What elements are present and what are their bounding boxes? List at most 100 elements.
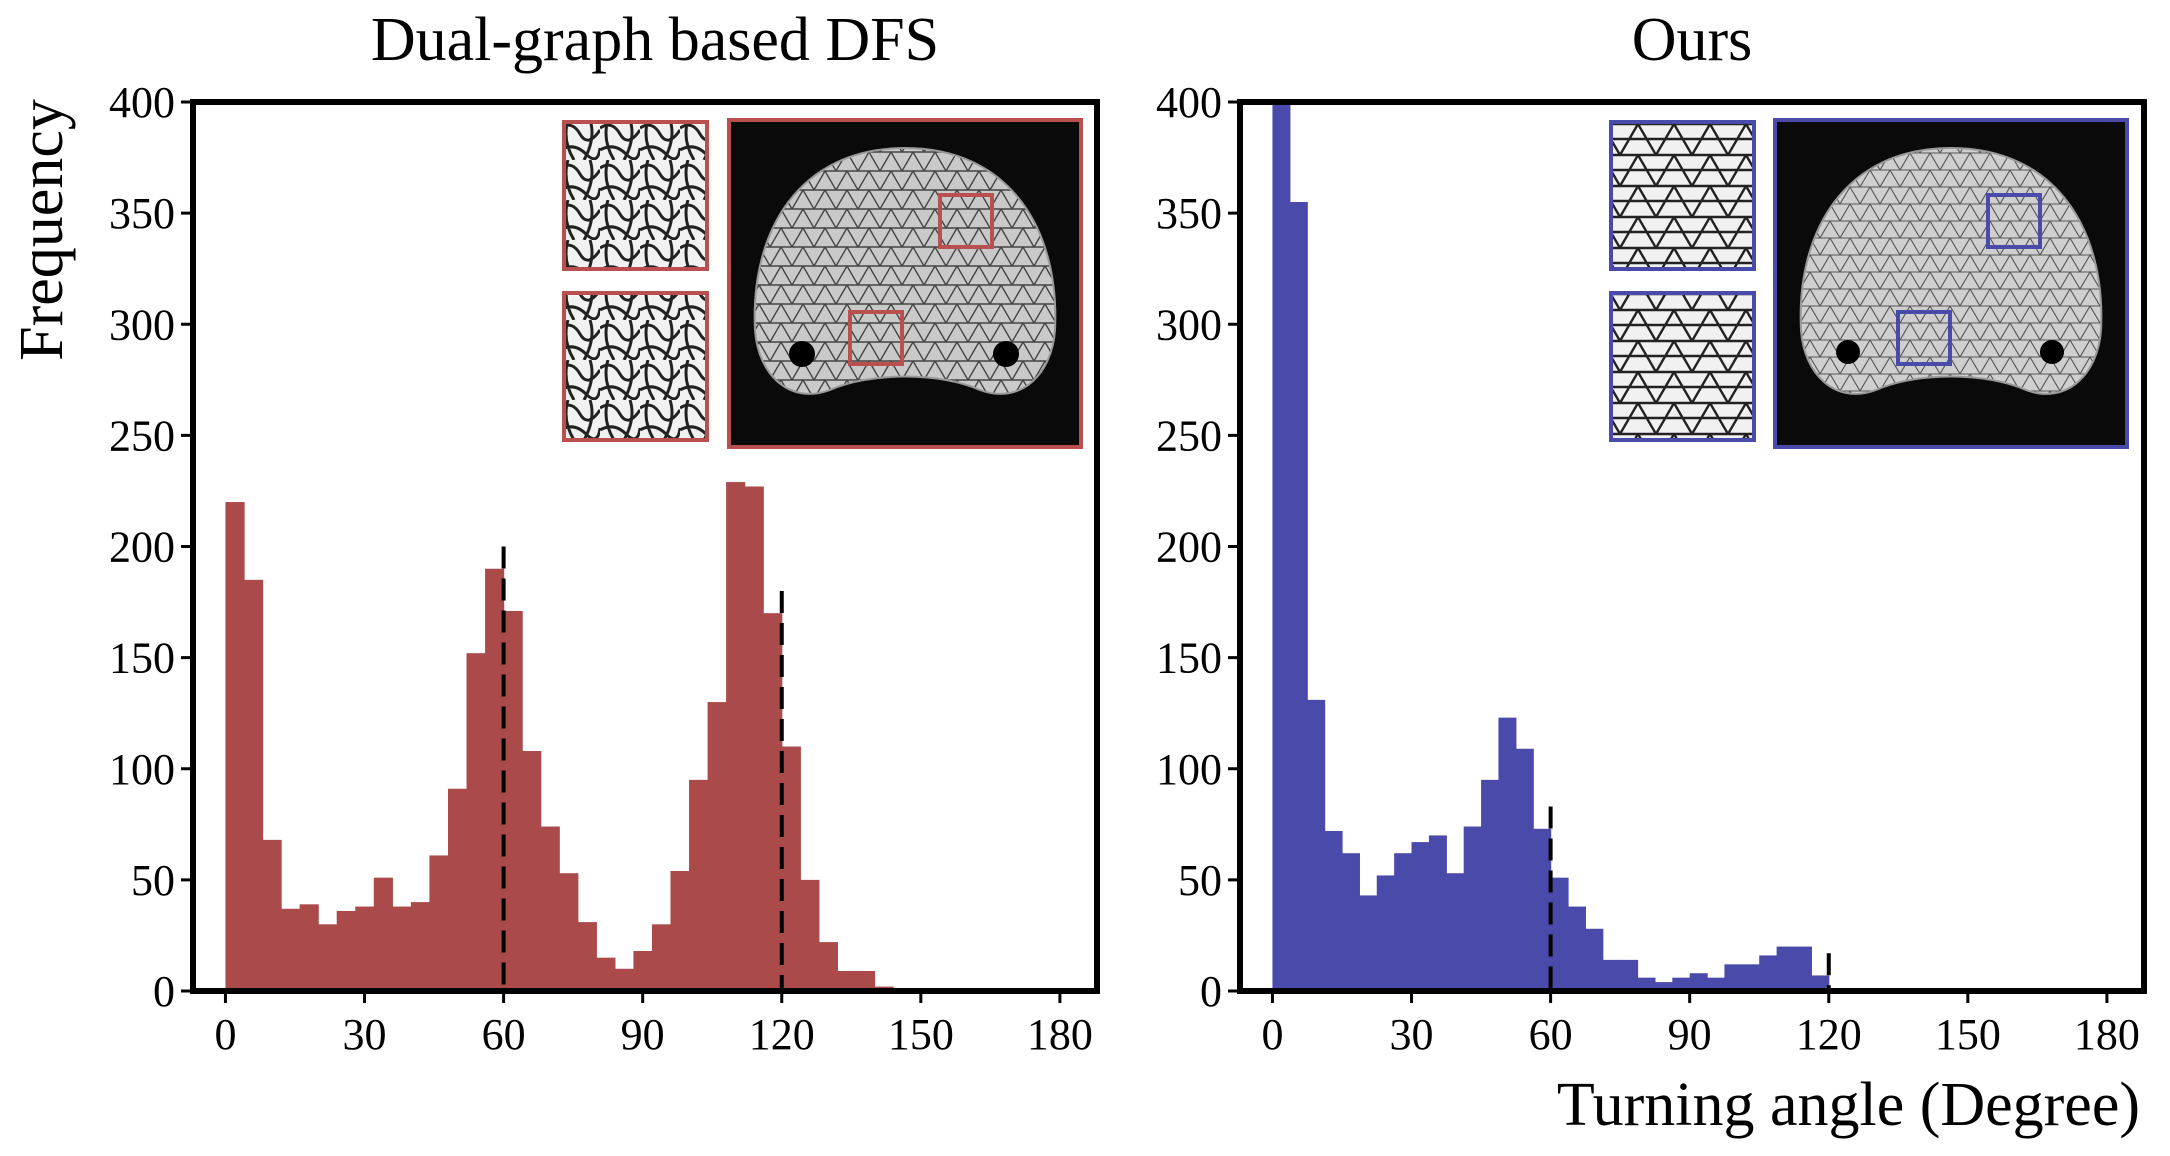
bar-ours-6 (1376, 875, 1395, 991)
bar-dfs-25 (689, 779, 709, 991)
bar-ours-1 (1289, 202, 1308, 991)
bar-dfs-10 (410, 902, 431, 991)
bar-dfs-5 (318, 924, 338, 991)
inset-zoom-bottom-ours (1609, 291, 1756, 442)
title-ours: Ours (1632, 6, 1753, 74)
bar-ours-23 (1672, 977, 1691, 991)
x-ticks-dfs: 0 30 60 90 120 150 180 (214, 991, 1093, 1059)
y-tick-label-ours-400: 400 (1156, 78, 1222, 127)
bar-ours-25 (1707, 977, 1726, 991)
bar-ours-15 (1533, 828, 1552, 991)
bar-dfs-1 (243, 579, 264, 991)
x-tick-label-ours-150: 150 (1935, 1010, 2001, 1059)
x-tick-label-ours-0: 0 (1261, 1010, 1283, 1059)
bar-dfs-8 (373, 877, 393, 991)
bar-ours-10 (1446, 873, 1465, 991)
bar-ours-12 (1481, 779, 1500, 991)
bar-ours-14 (1515, 748, 1534, 991)
bar-dfs-20 (596, 957, 616, 991)
x-tick-label-dfs-120: 120 (749, 1010, 815, 1059)
y-tick-label-dfs-100: 100 (109, 745, 175, 794)
bar-ours-29 (1776, 946, 1795, 991)
y-tick-label-dfs-350: 350 (109, 189, 175, 238)
y-tick-label-dfs-50: 50 (131, 856, 175, 905)
y-tick-label-ours-200: 200 (1156, 523, 1222, 572)
bar-dfs-0 (225, 502, 245, 991)
y-ticks-ours: 0 50 100 150 200 250 300 350 400 (1156, 78, 1240, 1016)
bar-dfs-11 (429, 855, 449, 991)
title-dfs: Dual-graph based DFS (371, 6, 939, 74)
x-tick-label-dfs-150: 150 (888, 1010, 954, 1059)
bar-ours-11 (1463, 826, 1482, 991)
x-tick-label-dfs-30: 30 (343, 1010, 387, 1059)
bar-dfs-24 (670, 870, 690, 991)
y-tick-label-ours-300: 300 (1156, 300, 1222, 349)
bar-dfs-18 (559, 873, 579, 991)
bar-ours-2 (1307, 699, 1326, 991)
bar-dfs-34 (855, 970, 876, 991)
bar-dfs-23 (651, 924, 672, 991)
bar-ours-16 (1550, 877, 1569, 991)
bar-dfs-15 (503, 610, 523, 991)
bar-ours-27 (1741, 964, 1760, 991)
inset-specimen-ours (1773, 118, 2129, 449)
bar-dfs-27 (726, 482, 746, 991)
bar-dfs-12 (447, 788, 468, 991)
y-tick-label-dfs-150: 150 (109, 634, 175, 683)
x-tick-label-dfs-60: 60 (482, 1010, 526, 1059)
panel-ours: Ours 0 30 60 90 120 150 180 0 50 100 150 200 250 300… (1156, 6, 2147, 1059)
bar-ours-8 (1411, 842, 1430, 991)
y-tick-label-ours-150: 150 (1156, 634, 1222, 683)
bar-dfs-19 (577, 922, 597, 991)
x-tick-label-dfs-0: 0 (214, 1010, 236, 1059)
x-tick-label-ours-120: 120 (1796, 1010, 1862, 1059)
x-ticks-ours: 0 30 60 90 120 150 180 (1261, 991, 2140, 1059)
bars-dfs (225, 482, 894, 991)
y-tick-label-dfs-0: 0 (153, 967, 175, 1016)
bar-dfs-21 (614, 968, 635, 991)
bar-ours-5 (1359, 895, 1378, 991)
x-tick-label-ours-180: 180 (2074, 1010, 2140, 1059)
y-tick-label-ours-250: 250 (1156, 411, 1222, 460)
bar-dfs-33 (837, 970, 857, 991)
inset-specimen-dfs (727, 118, 1083, 449)
inset-zoom-top-ours (1609, 120, 1756, 271)
y-tick-label-dfs-300: 300 (109, 300, 175, 349)
bar-dfs-13 (466, 653, 486, 991)
bar-ours-4 (1341, 853, 1360, 991)
y-axis-label: Frequency (8, 99, 76, 361)
bar-dfs-4 (299, 904, 319, 991)
y-tick-label-ours-50: 50 (1178, 856, 1222, 905)
x-tick-label-ours-60: 60 (1529, 1010, 1573, 1059)
inset-zoom-bottom-dfs (562, 291, 709, 442)
bar-ours-13 (1498, 717, 1517, 991)
y-tick-label-dfs-250: 250 (109, 411, 175, 460)
reference-lines-ours (1548, 806, 1831, 991)
bar-dfs-16 (522, 750, 542, 991)
bar-dfs-30 (781, 746, 801, 991)
x-tick-label-ours-90: 90 (1668, 1010, 1712, 1059)
bar-dfs-9 (392, 906, 412, 991)
bar-ours-21 (1637, 977, 1656, 991)
bar-dfs-17 (540, 826, 560, 991)
bar-dfs-7 (355, 906, 375, 991)
bar-ours-28 (1759, 955, 1778, 991)
x-tick-label-dfs-90: 90 (621, 1010, 665, 1059)
x-tick-label-dfs-180: 180 (1027, 1010, 1093, 1059)
bar-dfs-14 (485, 568, 505, 991)
bar-ours-0 (1272, 102, 1291, 991)
panel-dfs: Dual-graph based DFS 0 30 60 90 120 150 180 0 5… (109, 6, 1100, 1059)
inset-zoom-top-dfs (562, 120, 709, 271)
bar-ours-17 (1567, 906, 1586, 991)
reference-lines-dfs (501, 546, 784, 991)
bar-ours-26 (1724, 964, 1743, 991)
bars-ours (1272, 102, 1830, 991)
bar-dfs-6 (336, 910, 356, 991)
y-tick-label-dfs-200: 200 (109, 523, 175, 572)
bar-ours-20 (1620, 959, 1639, 991)
bar-ours-24 (1689, 973, 1708, 991)
y-tick-label-ours-0: 0 (1200, 967, 1222, 1016)
bar-ours-18 (1585, 928, 1604, 991)
x-tick-label-ours-30: 30 (1390, 1010, 1434, 1059)
